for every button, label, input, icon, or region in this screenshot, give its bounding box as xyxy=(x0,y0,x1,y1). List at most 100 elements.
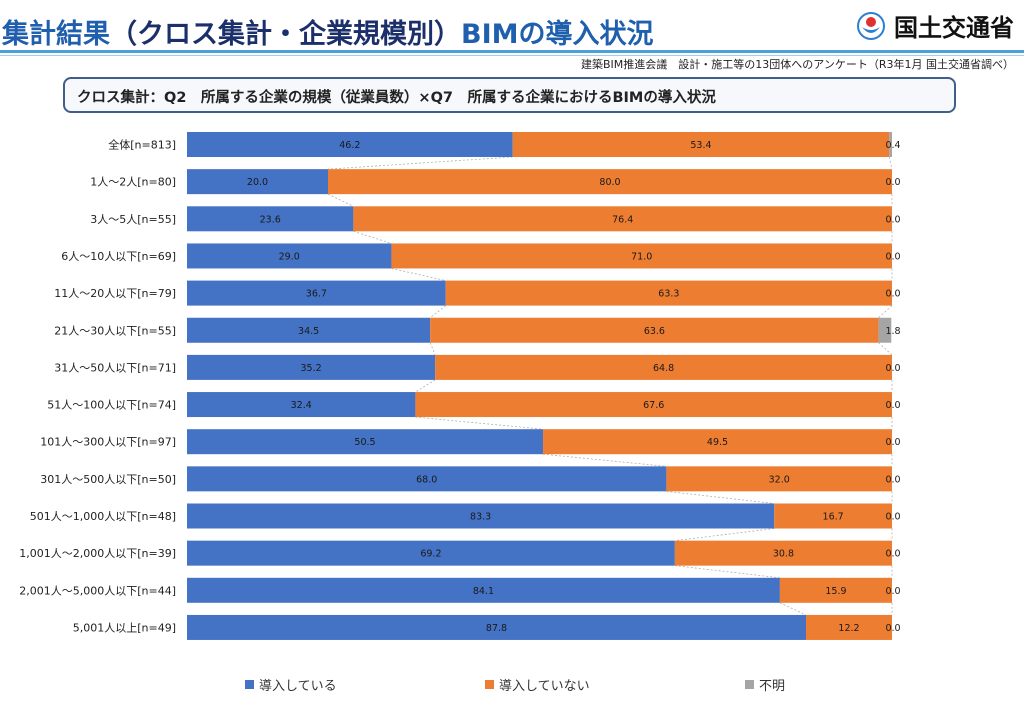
data-label: 53.4 xyxy=(690,140,711,151)
data-label: 0.0 xyxy=(885,363,900,374)
series-connector-line xyxy=(327,156,513,170)
data-label: 29.0 xyxy=(279,251,300,262)
legend-swatch xyxy=(485,680,494,689)
data-label: 0.0 xyxy=(885,512,900,523)
category-label: 2,001人～5,000人以下[n=44] xyxy=(19,584,176,597)
category-label: 6人～10人以下[n=69] xyxy=(61,250,176,263)
bar-segment-2 xyxy=(543,429,892,455)
category-label: 全体[n=813] xyxy=(108,138,176,152)
data-label: 32.4 xyxy=(291,400,312,411)
category-label: 3人～5人[n=55] xyxy=(90,213,176,226)
bar-segment-1 xyxy=(187,429,544,455)
source-note: 建築BIM推進会議 設計・施工等の13団体へのアンケート（R3年1月 国土交通省… xyxy=(581,58,1014,71)
bar-segment-1 xyxy=(187,614,806,640)
data-label: 0.0 xyxy=(885,400,900,411)
data-label: 69.2 xyxy=(420,549,441,560)
category-label: 1人～2人[n=80] xyxy=(90,176,176,189)
series-connector-line xyxy=(391,268,446,281)
title-main: 集計結果 xyxy=(2,19,110,50)
category-label: 11人～20人以下[n=79] xyxy=(54,287,176,300)
bar-segment-1 xyxy=(187,243,392,269)
category-label: 51人～100人以下[n=74] xyxy=(47,399,176,412)
data-label: 84.1 xyxy=(473,586,494,597)
data-label: 32.0 xyxy=(769,474,790,485)
bar-segment-1 xyxy=(187,466,667,492)
data-label: 76.4 xyxy=(612,214,633,225)
legend-label: 不明 xyxy=(759,679,786,694)
data-label: 63.3 xyxy=(658,289,679,300)
data-label: 0.0 xyxy=(885,177,900,188)
series-connector-line xyxy=(674,528,775,542)
category-label: 5,001人以上[n=49] xyxy=(73,621,176,634)
series-connector-line xyxy=(353,230,392,244)
bar-segment-2 xyxy=(666,466,892,492)
data-label: 0.0 xyxy=(885,549,900,560)
data-label: 80.0 xyxy=(599,177,620,188)
slide-title: 集計結果（クロス集計・企業規模別）BIMの導入状況 xyxy=(2,12,654,51)
data-label: 0.0 xyxy=(885,586,900,597)
bar-segment-2 xyxy=(353,206,892,232)
data-label: 46.2 xyxy=(339,140,360,151)
bar-segment-1 xyxy=(187,540,675,566)
category-label: 21人～30人以下[n=55] xyxy=(54,324,176,337)
legend-swatch xyxy=(245,680,254,689)
series-connector-line xyxy=(666,490,775,504)
bar-segment-2 xyxy=(415,392,892,418)
data-label: 0.0 xyxy=(885,289,900,300)
ministry-name: 国土交通省 xyxy=(894,13,1014,42)
category-label: 31人～50人以下[n=71] xyxy=(54,361,176,374)
data-label: 34.5 xyxy=(298,326,319,337)
bar-segment-2 xyxy=(391,243,892,269)
data-label: 36.7 xyxy=(306,289,327,300)
ministry-emblem-icon xyxy=(857,11,885,40)
category-label: 301人～500人以下[n=50] xyxy=(40,473,176,486)
data-label: 50.5 xyxy=(354,437,375,448)
chart-subtitle: クロス集計：Q2 所属する企業の規模（従業員数）×Q7 所属する企業におけるBI… xyxy=(63,77,956,113)
series-connector-line xyxy=(327,193,354,207)
series-connector-line xyxy=(888,156,893,170)
bar-segment-1 xyxy=(187,577,780,603)
bar-segment-2 xyxy=(674,540,892,566)
bar-segment-3 xyxy=(889,132,892,157)
series-connector-line xyxy=(779,602,807,616)
data-label: 49.5 xyxy=(707,437,728,448)
bar-segment-2 xyxy=(328,169,892,195)
bar-segment-1 xyxy=(187,206,354,232)
category-label: 101人～300人以下[n=97] xyxy=(40,436,176,449)
data-label: 0.0 xyxy=(885,251,900,262)
bar-segment-2 xyxy=(430,317,879,343)
data-label: 20.0 xyxy=(247,177,268,188)
legend-item: 導入している xyxy=(245,675,337,694)
data-label: 0.0 xyxy=(885,437,900,448)
series-connector-line xyxy=(542,453,667,467)
data-label: 12.2 xyxy=(838,623,859,634)
data-label: 0.4 xyxy=(885,140,900,151)
chart-legend: 導入している 導入していない 不明 xyxy=(0,675,1024,695)
bar-segment-1 xyxy=(187,169,328,195)
legend-swatch xyxy=(745,680,754,689)
bar-segment-1 xyxy=(187,503,775,529)
title-tail: BIMの導入状況 xyxy=(461,19,654,50)
series-connector-line xyxy=(878,305,893,319)
series-connector-line xyxy=(674,565,780,579)
header-rule xyxy=(0,50,1024,53)
bar-segment-2 xyxy=(512,132,890,157)
bar-segment-2 xyxy=(445,280,892,306)
bar-segment-1 xyxy=(187,392,416,418)
bar-segment-3 xyxy=(878,317,892,343)
data-label: 30.8 xyxy=(773,549,794,560)
data-label: 1.8 xyxy=(885,326,900,337)
data-label: 0.0 xyxy=(885,214,900,225)
series-connector-line xyxy=(878,342,893,356)
bar-segment-1 xyxy=(187,132,513,157)
data-label: 87.8 xyxy=(486,623,507,634)
data-label: 83.3 xyxy=(470,512,491,523)
series-connector-line xyxy=(415,379,436,393)
bar-segment-1 xyxy=(187,280,446,306)
data-label: 35.2 xyxy=(301,363,322,374)
series-connector-line xyxy=(429,305,446,319)
title-paren: （クロス集計・企業規模別） xyxy=(110,19,461,50)
data-label: 23.6 xyxy=(260,214,281,225)
legend-label: 導入していない xyxy=(499,679,590,694)
data-label: 68.0 xyxy=(416,474,437,485)
